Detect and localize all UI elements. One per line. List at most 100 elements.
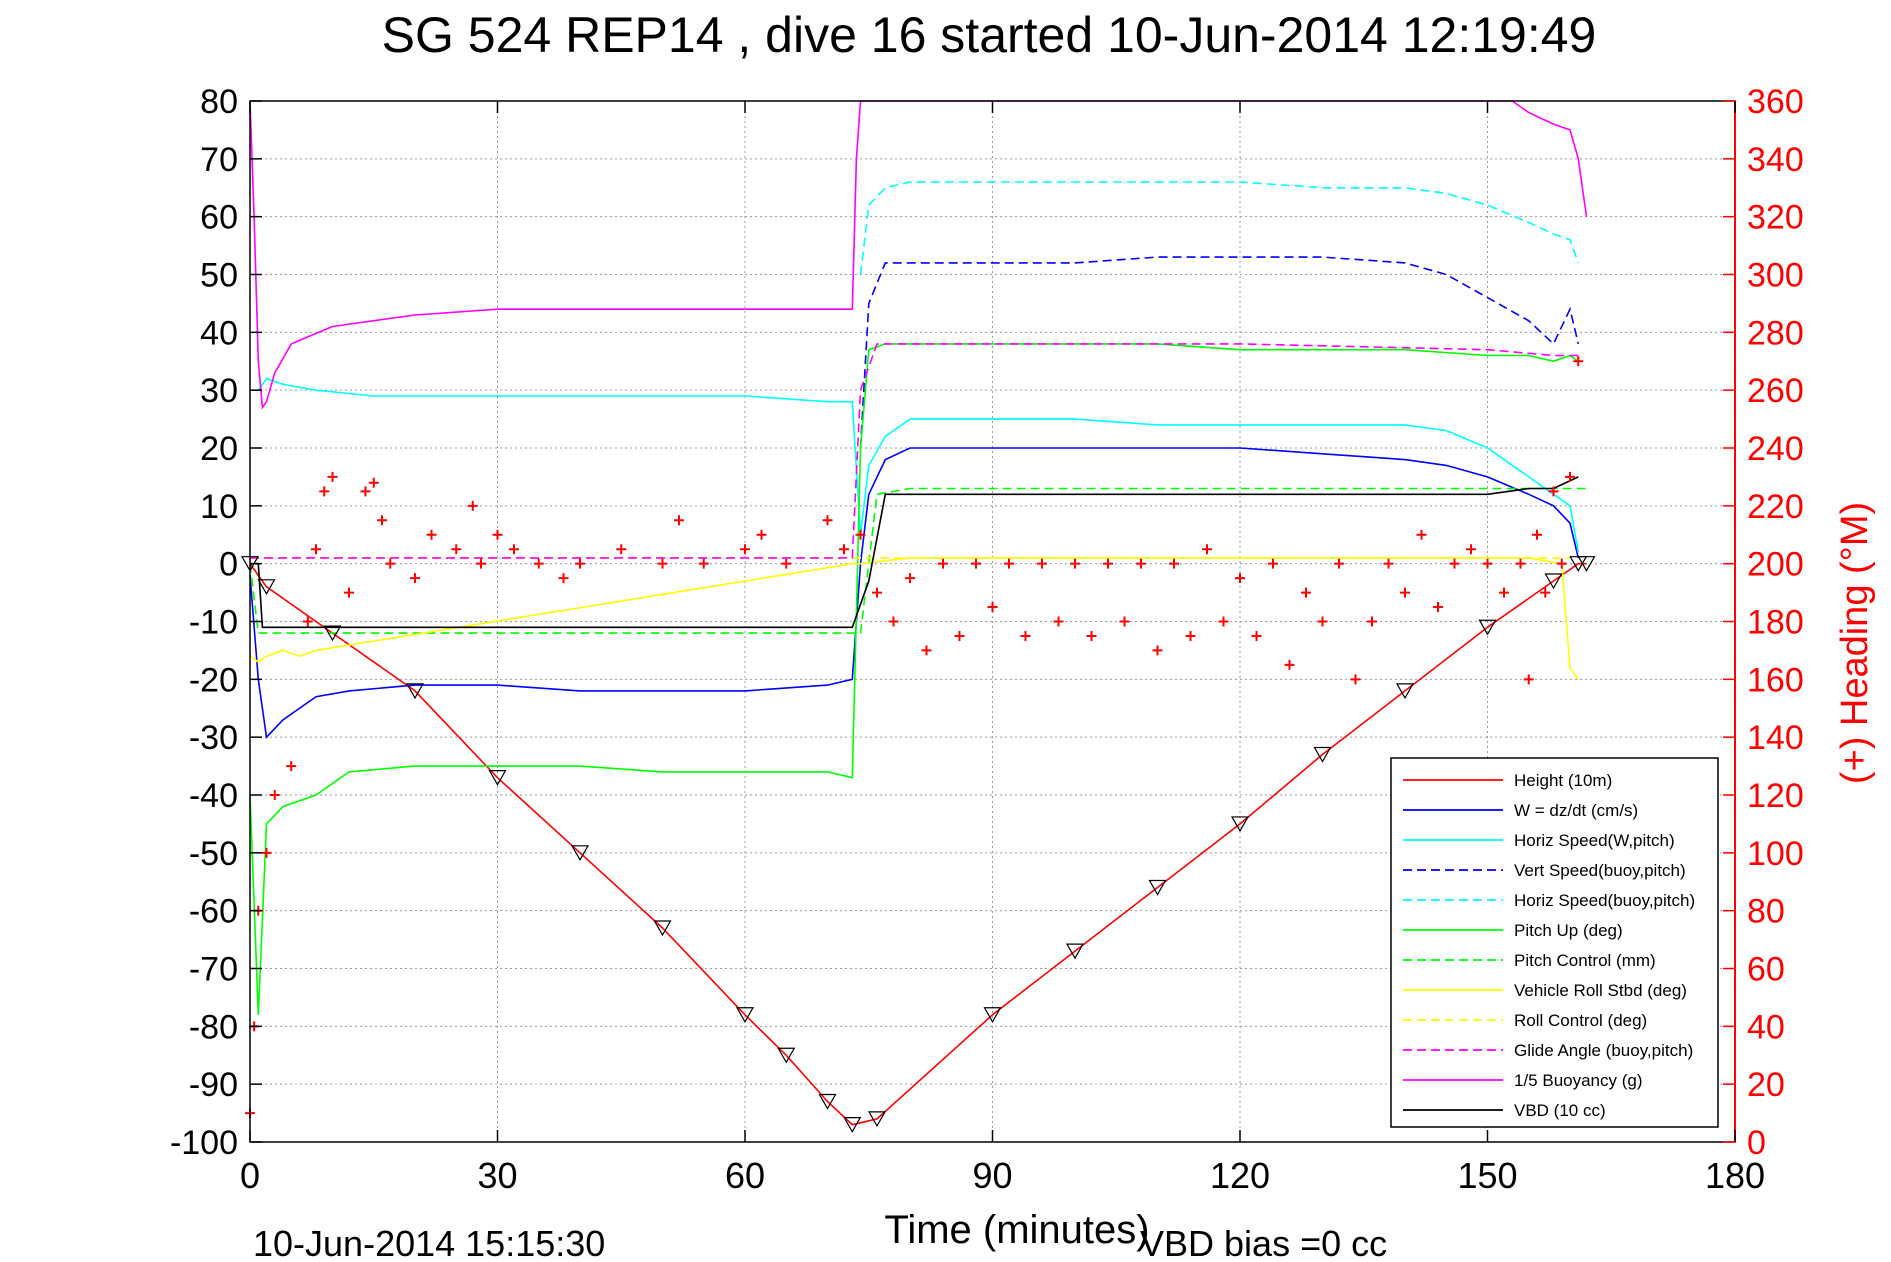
height-marker bbox=[983, 1007, 1002, 1023]
y-tick-label: -40 bbox=[189, 777, 238, 815]
right-y-tick-label: 240 bbox=[1747, 430, 1804, 468]
series-line-9 bbox=[250, 343, 1579, 559]
legend-label: Vert Speed(buoy,pitch) bbox=[1514, 861, 1686, 880]
right-y-tick-label: 140 bbox=[1747, 719, 1804, 757]
heading-point bbox=[1400, 587, 1410, 598]
series-line-0 bbox=[249, 562, 1587, 1126]
heading-point bbox=[319, 486, 330, 497]
height-marker bbox=[843, 1117, 862, 1133]
heading-point bbox=[1185, 630, 1196, 641]
y-tick-label: 60 bbox=[200, 199, 238, 237]
series-line-6 bbox=[249, 487, 1587, 634]
legend-label: Glide Angle (buoy,pitch) bbox=[1514, 1041, 1693, 1060]
y-tick-label: -100 bbox=[170, 1124, 238, 1162]
heading-point bbox=[872, 587, 882, 598]
footer-vbd-bias: VBD bias =0 cc bbox=[1140, 1223, 1387, 1262]
series-line-5 bbox=[249, 343, 1579, 1015]
right-y-tick-label: 100 bbox=[1747, 835, 1804, 873]
height-marker bbox=[1478, 619, 1497, 636]
heading-point bbox=[533, 558, 544, 569]
heading-point bbox=[476, 558, 486, 569]
height-marker bbox=[818, 1093, 837, 1110]
heading-point bbox=[1152, 645, 1163, 656]
heading-point bbox=[1284, 659, 1295, 670]
heading-point bbox=[344, 587, 354, 598]
height-marker bbox=[1065, 943, 1085, 960]
heading-point bbox=[1573, 356, 1584, 367]
series-line-10 bbox=[249, 100, 1588, 410]
heading-point bbox=[839, 544, 849, 555]
heading-point bbox=[1301, 587, 1311, 598]
heading-point bbox=[467, 500, 478, 511]
series-line-7 bbox=[249, 557, 1579, 680]
legend-label: Vehicle Roll Stbd (deg) bbox=[1514, 981, 1687, 1000]
series-line-11 bbox=[250, 476, 1579, 629]
legend-label: Height (10m) bbox=[1514, 771, 1612, 790]
legend-label: VBD (10 cc) bbox=[1514, 1101, 1606, 1120]
heading-point bbox=[740, 544, 750, 555]
height-marker bbox=[488, 770, 507, 786]
y-tick-label: -10 bbox=[189, 604, 238, 642]
right-y-tick-label: 220 bbox=[1747, 488, 1804, 526]
heading-point bbox=[1548, 486, 1559, 497]
heading-point bbox=[1499, 587, 1509, 598]
heading-point bbox=[1565, 471, 1575, 482]
heading-point bbox=[1268, 558, 1278, 569]
x-tick-label: 120 bbox=[1210, 1155, 1270, 1196]
y-tick-label: 70 bbox=[200, 141, 238, 179]
heading-point bbox=[1532, 529, 1542, 540]
y-tick-label: 30 bbox=[200, 372, 238, 410]
heading-point bbox=[302, 616, 313, 627]
heading-point bbox=[385, 558, 396, 569]
right-y-tick-label: 260 bbox=[1747, 372, 1804, 410]
heading-point bbox=[1136, 558, 1146, 569]
height-marker bbox=[570, 845, 590, 862]
series-group bbox=[240, 100, 1596, 1133]
heading-point bbox=[1086, 630, 1097, 641]
series-line-2 bbox=[250, 377, 1580, 553]
chart-title: SG 524 REP14 , dive 16 started 10-Jun-20… bbox=[382, 7, 1597, 63]
height-marker bbox=[1148, 879, 1167, 896]
legend-label: 1/5 Buoyancy (g) bbox=[1514, 1071, 1643, 1090]
heading-point bbox=[971, 558, 981, 569]
heading-point bbox=[1350, 674, 1361, 685]
heading-point bbox=[657, 558, 668, 569]
height-marker bbox=[1577, 556, 1596, 572]
heading-point bbox=[1235, 573, 1245, 584]
legend-label: Pitch Up (deg) bbox=[1514, 921, 1623, 940]
heading-point bbox=[509, 544, 519, 555]
heading-point bbox=[558, 573, 569, 584]
height-markers bbox=[240, 556, 1596, 1133]
heading-point bbox=[1251, 630, 1262, 641]
heading-point bbox=[311, 544, 321, 555]
heading-point bbox=[1515, 558, 1526, 569]
right-y-tick-label: 20 bbox=[1747, 1066, 1785, 1104]
heading-point bbox=[426, 529, 437, 540]
height-marker bbox=[405, 683, 425, 700]
right-y-tick-label: 40 bbox=[1747, 1008, 1785, 1046]
x-tick-label: 90 bbox=[972, 1155, 1012, 1196]
heading-point bbox=[377, 515, 387, 526]
right-y-tick-label: 300 bbox=[1747, 257, 1804, 295]
heading-point bbox=[1523, 674, 1534, 685]
heading-point bbox=[1119, 616, 1130, 627]
height-marker bbox=[1395, 683, 1415, 700]
legend-label: W = dz/dt (cm/s) bbox=[1514, 801, 1638, 820]
y-tick-label: 50 bbox=[200, 257, 238, 295]
x-tick-label: 180 bbox=[1705, 1155, 1765, 1196]
heading-point bbox=[1334, 558, 1344, 569]
heading-point bbox=[1020, 630, 1031, 641]
x-axis-label: Time (minutes) bbox=[884, 1208, 1149, 1252]
heading-point bbox=[575, 558, 585, 569]
right-axis-label: (+) Heading (°M) bbox=[1834, 502, 1876, 784]
legend-box bbox=[1390, 757, 1719, 1128]
heading-point bbox=[327, 471, 338, 482]
heading-point bbox=[360, 486, 371, 497]
footer-timestamp: 10-Jun-2014 15:15:30 bbox=[253, 1223, 605, 1262]
y-tick-label: -80 bbox=[189, 1008, 238, 1046]
height-marker bbox=[1544, 573, 1563, 590]
heading-point bbox=[1103, 558, 1113, 569]
heading-point bbox=[1383, 558, 1394, 569]
height-marker bbox=[653, 920, 672, 937]
